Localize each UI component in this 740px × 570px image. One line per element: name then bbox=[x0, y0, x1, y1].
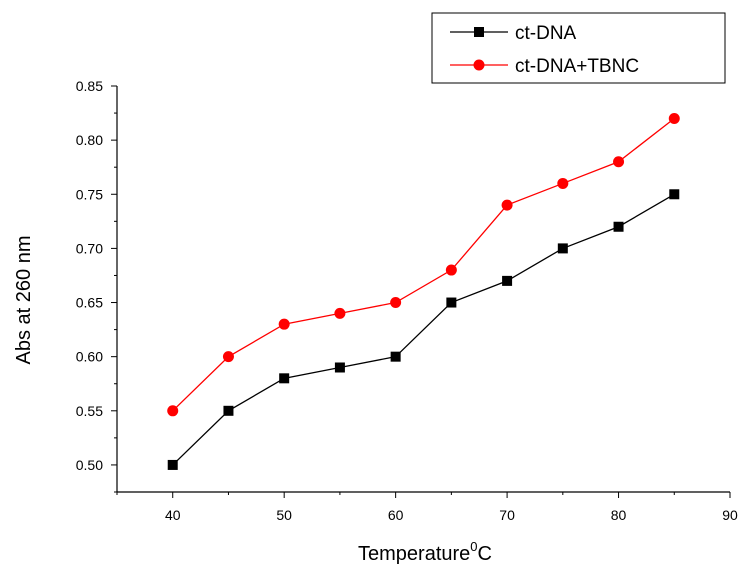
legend: ct-DNA ct-DNA+TBNC bbox=[431, 12, 726, 84]
y-tick-label: 0.60 bbox=[76, 349, 103, 365]
y-tick-label: 0.85 bbox=[76, 78, 103, 94]
ticks: 40 50 60 70 80 90 0.50 0.55 0.60 0.65 0.70 0.75 0.80… bbox=[76, 78, 738, 523]
x-tick-label: 70 bbox=[499, 507, 515, 523]
y-tick-label: 0.55 bbox=[76, 403, 103, 419]
y-tick-label: 0.50 bbox=[76, 457, 103, 473]
data-point bbox=[167, 459, 178, 470]
x-axis-unit: C bbox=[478, 543, 492, 565]
data-point bbox=[223, 405, 234, 416]
x-tick-label: 80 bbox=[611, 507, 627, 523]
legend-item-2: ct-DNA+TBNC bbox=[450, 56, 639, 77]
data-point bbox=[390, 351, 401, 362]
y-tick-label: 0.75 bbox=[76, 186, 103, 202]
data-point bbox=[502, 275, 513, 286]
series-layer bbox=[167, 112, 680, 470]
x-tick-label: 40 bbox=[165, 507, 181, 523]
data-point bbox=[557, 177, 569, 189]
x-tick-label: 50 bbox=[276, 507, 292, 523]
y-tick-label: 0.80 bbox=[76, 132, 103, 148]
x-axis-title: Temperature0C bbox=[358, 539, 492, 565]
data-point bbox=[279, 373, 290, 384]
legend-marker bbox=[473, 59, 485, 71]
legend-marker bbox=[474, 27, 484, 37]
legend-label: ct-DNA+TBNC bbox=[515, 56, 639, 77]
data-point bbox=[278, 318, 290, 330]
data-point bbox=[668, 112, 680, 124]
legend-label: ct-DNA bbox=[515, 23, 577, 44]
data-point bbox=[167, 405, 179, 417]
y-tick-label: 0.70 bbox=[76, 240, 103, 256]
data-point bbox=[390, 297, 402, 309]
data-point bbox=[445, 264, 457, 276]
x-tick-label: 60 bbox=[388, 507, 404, 523]
axes bbox=[116, 86, 730, 493]
data-point bbox=[501, 199, 513, 211]
x-axis-label: Temperature bbox=[358, 543, 470, 565]
y-axis-title: Abs at 260 nm bbox=[13, 236, 35, 365]
x-axis-superscript: 0 bbox=[470, 539, 477, 554]
data-point bbox=[669, 189, 680, 200]
data-point bbox=[334, 362, 345, 373]
data-point bbox=[557, 243, 568, 254]
series-line bbox=[172, 117, 675, 412]
data-point bbox=[446, 297, 457, 308]
data-point bbox=[334, 307, 346, 319]
data-point bbox=[222, 351, 234, 363]
series-line bbox=[172, 193, 675, 466]
legend-box bbox=[431, 12, 726, 84]
series-1 bbox=[167, 189, 680, 470]
data-point bbox=[613, 221, 624, 232]
x-tick-label: 90 bbox=[722, 507, 738, 523]
y-tick-label: 0.65 bbox=[76, 295, 103, 311]
data-point bbox=[613, 156, 625, 168]
series-2 bbox=[167, 112, 680, 417]
legend-item-1: ct-DNA bbox=[450, 23, 577, 44]
